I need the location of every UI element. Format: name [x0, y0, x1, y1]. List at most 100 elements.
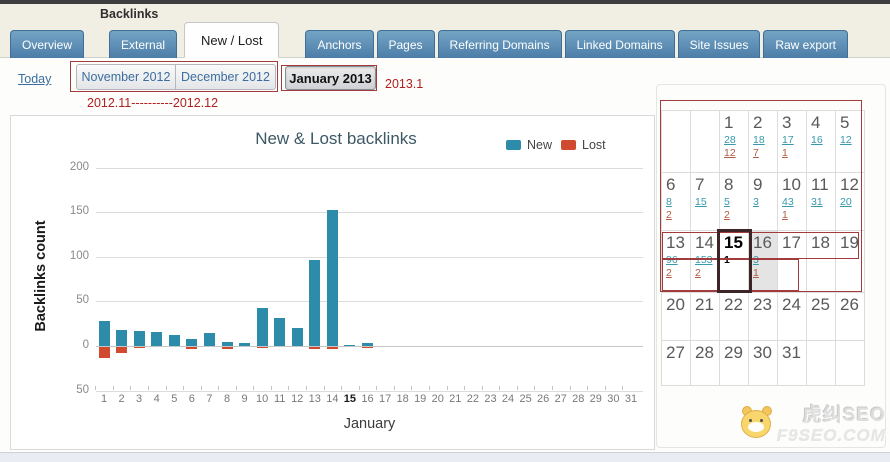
new-bar-day-5[interactable]: [168, 335, 180, 346]
lost-bar-day-2[interactable]: [116, 347, 128, 353]
calendar-new-count[interactable]: 28: [724, 134, 736, 146]
calendar-day-28[interactable]: 28: [691, 341, 720, 386]
new-bar-day-6[interactable]: [186, 339, 198, 346]
calendar-day-10[interactable]: 10 43 1: [778, 173, 807, 231]
calendar-day-2[interactable]: 2 18 7: [749, 111, 778, 173]
calendar-day-12[interactable]: 12 20: [836, 173, 865, 231]
new-bar-day-1[interactable]: [98, 321, 110, 346]
lost-bar-day-16[interactable]: [362, 347, 373, 348]
tab-anchors[interactable]: Anchors: [305, 30, 374, 58]
calendar-lost-count[interactable]: 1: [782, 147, 788, 159]
calendar-new-count[interactable]: 3: [753, 196, 759, 208]
new-bar-day-10[interactable]: [256, 308, 268, 346]
calendar-day-21[interactable]: 21: [691, 293, 720, 341]
x-tick-label-8: 8: [223, 393, 231, 405]
calendar-lost-count[interactable]: 2: [666, 209, 672, 221]
calendar-day-17[interactable]: 17: [778, 231, 807, 293]
calendar-lost-count[interactable]: 12: [724, 147, 736, 159]
new-bar-day-15[interactable]: [344, 345, 356, 346]
calendar-new-count[interactable]: 96: [666, 254, 678, 266]
calendar-day-16[interactable]: 16 3 1: [749, 231, 778, 293]
calendar-day-19[interactable]: 19: [836, 231, 865, 293]
calendar-day-25[interactable]: 25: [807, 293, 836, 341]
new-bar-day-14[interactable]: [326, 210, 338, 346]
month-button-january-2013[interactable]: January 2013: [285, 66, 376, 90]
new-bar-day-2[interactable]: [116, 330, 128, 346]
calendar-day-30[interactable]: 30: [749, 341, 778, 386]
lost-bar-day-14[interactable]: [326, 347, 338, 349]
calendar-new-count[interactable]: 12: [840, 134, 852, 146]
calendar-lost-count[interactable]: 2: [724, 209, 730, 221]
calendar-new-count[interactable]: 8: [666, 196, 672, 208]
calendar-day-number: 3: [782, 113, 792, 132]
tab-external[interactable]: External: [109, 30, 178, 58]
calendar-new-count[interactable]: 18: [753, 134, 765, 146]
today-link[interactable]: Today: [18, 72, 52, 86]
calendar-lost-count[interactable]: 2: [695, 267, 701, 279]
calendar-new-count[interactable]: 17: [782, 134, 794, 146]
x-tick-label-6: 6: [188, 393, 195, 405]
new-bar-day-8[interactable]: [221, 342, 233, 346]
lost-bar-day-13[interactable]: [309, 347, 321, 349]
calendar-day-5[interactable]: 5 12: [836, 111, 865, 173]
month-button-november-2012[interactable]: November 2012: [76, 64, 176, 90]
new-bar-day-9[interactable]: [239, 343, 250, 346]
calendar-new-count[interactable]: 16: [811, 134, 823, 146]
new-bar-day-12[interactable]: [291, 328, 303, 346]
calendar-new-count[interactable]: 31: [811, 196, 823, 208]
calendar-day-11[interactable]: 11 31: [807, 173, 836, 231]
tab-overview[interactable]: Overview: [10, 30, 85, 58]
tab-raw-export[interactable]: Raw export: [763, 30, 849, 58]
lost-bar-day-1[interactable]: [98, 347, 110, 358]
tab-linked-domains[interactable]: Linked Domains: [564, 30, 675, 58]
calendar-day-22[interactable]: 22: [720, 293, 749, 341]
lost-bar-day-3[interactable]: [133, 347, 145, 348]
lost-bar-day-10[interactable]: [256, 347, 268, 348]
calendar-day-number: 17: [782, 233, 801, 252]
calendar-day-29[interactable]: 29: [720, 341, 749, 386]
calendar-day-27[interactable]: 27: [662, 341, 691, 386]
legend-item-new[interactable]: New: [506, 138, 552, 152]
calendar-day-4[interactable]: 4 16: [807, 111, 836, 173]
tab-site-issues[interactable]: Site Issues: [677, 30, 761, 58]
calendar-day-7[interactable]: 7 15: [691, 173, 720, 231]
tab-referring-domains[interactable]: Referring Domains: [437, 30, 562, 58]
calendar-new-count[interactable]: 3: [753, 254, 759, 266]
new-bar-day-7[interactable]: [203, 333, 215, 346]
calendar-day-24[interactable]: 24: [778, 293, 807, 341]
tab-pages[interactable]: Pages: [376, 30, 435, 58]
calendar-new-count[interactable]: 43: [782, 196, 794, 208]
new-bar-day-4[interactable]: [151, 332, 163, 346]
calendar-lost-count[interactable]: 1: [782, 209, 788, 221]
month-button-december-2012[interactable]: December 2012: [176, 64, 276, 90]
calendar-day-31[interactable]: 31: [778, 341, 807, 386]
calendar-new-count[interactable]: 153: [695, 254, 713, 266]
lost-bar-day-8[interactable]: [221, 347, 233, 349]
calendar-lost-count[interactable]: 7: [753, 147, 759, 159]
calendar-new-count[interactable]: 5: [724, 196, 730, 208]
calendar-day-number: 1: [724, 113, 734, 132]
new-bar-day-11[interactable]: [274, 318, 286, 346]
calendar-day-14[interactable]: 14 153 2: [691, 231, 720, 293]
tab-new-lost[interactable]: New / Lost: [184, 22, 280, 58]
calendar-day-3[interactable]: 3 17 1: [778, 111, 807, 173]
new-bar-day-13[interactable]: [309, 260, 321, 346]
calendar-lost-count[interactable]: 2: [666, 267, 672, 279]
calendar-new-count[interactable]: 20: [840, 196, 852, 208]
calendar-day-20[interactable]: 20: [662, 293, 691, 341]
legend-item-lost[interactable]: Lost: [561, 138, 606, 152]
calendar-day-26[interactable]: 26: [836, 293, 865, 341]
calendar-day-13[interactable]: 13 96 2: [662, 231, 691, 293]
lost-bar-day-6[interactable]: [186, 347, 198, 349]
calendar-day-1[interactable]: 1 28 12: [720, 111, 749, 173]
calendar-new-count[interactable]: 15: [695, 196, 707, 208]
new-bar-day-3[interactable]: [133, 331, 145, 346]
new-bar-day-16[interactable]: [362, 343, 373, 346]
calendar-day-18[interactable]: 18: [807, 231, 836, 293]
calendar-day-23[interactable]: 23: [749, 293, 778, 341]
calendar-lost-count[interactable]: 1: [753, 267, 759, 279]
calendar-day-15[interactable]: 15 1: [720, 231, 749, 293]
